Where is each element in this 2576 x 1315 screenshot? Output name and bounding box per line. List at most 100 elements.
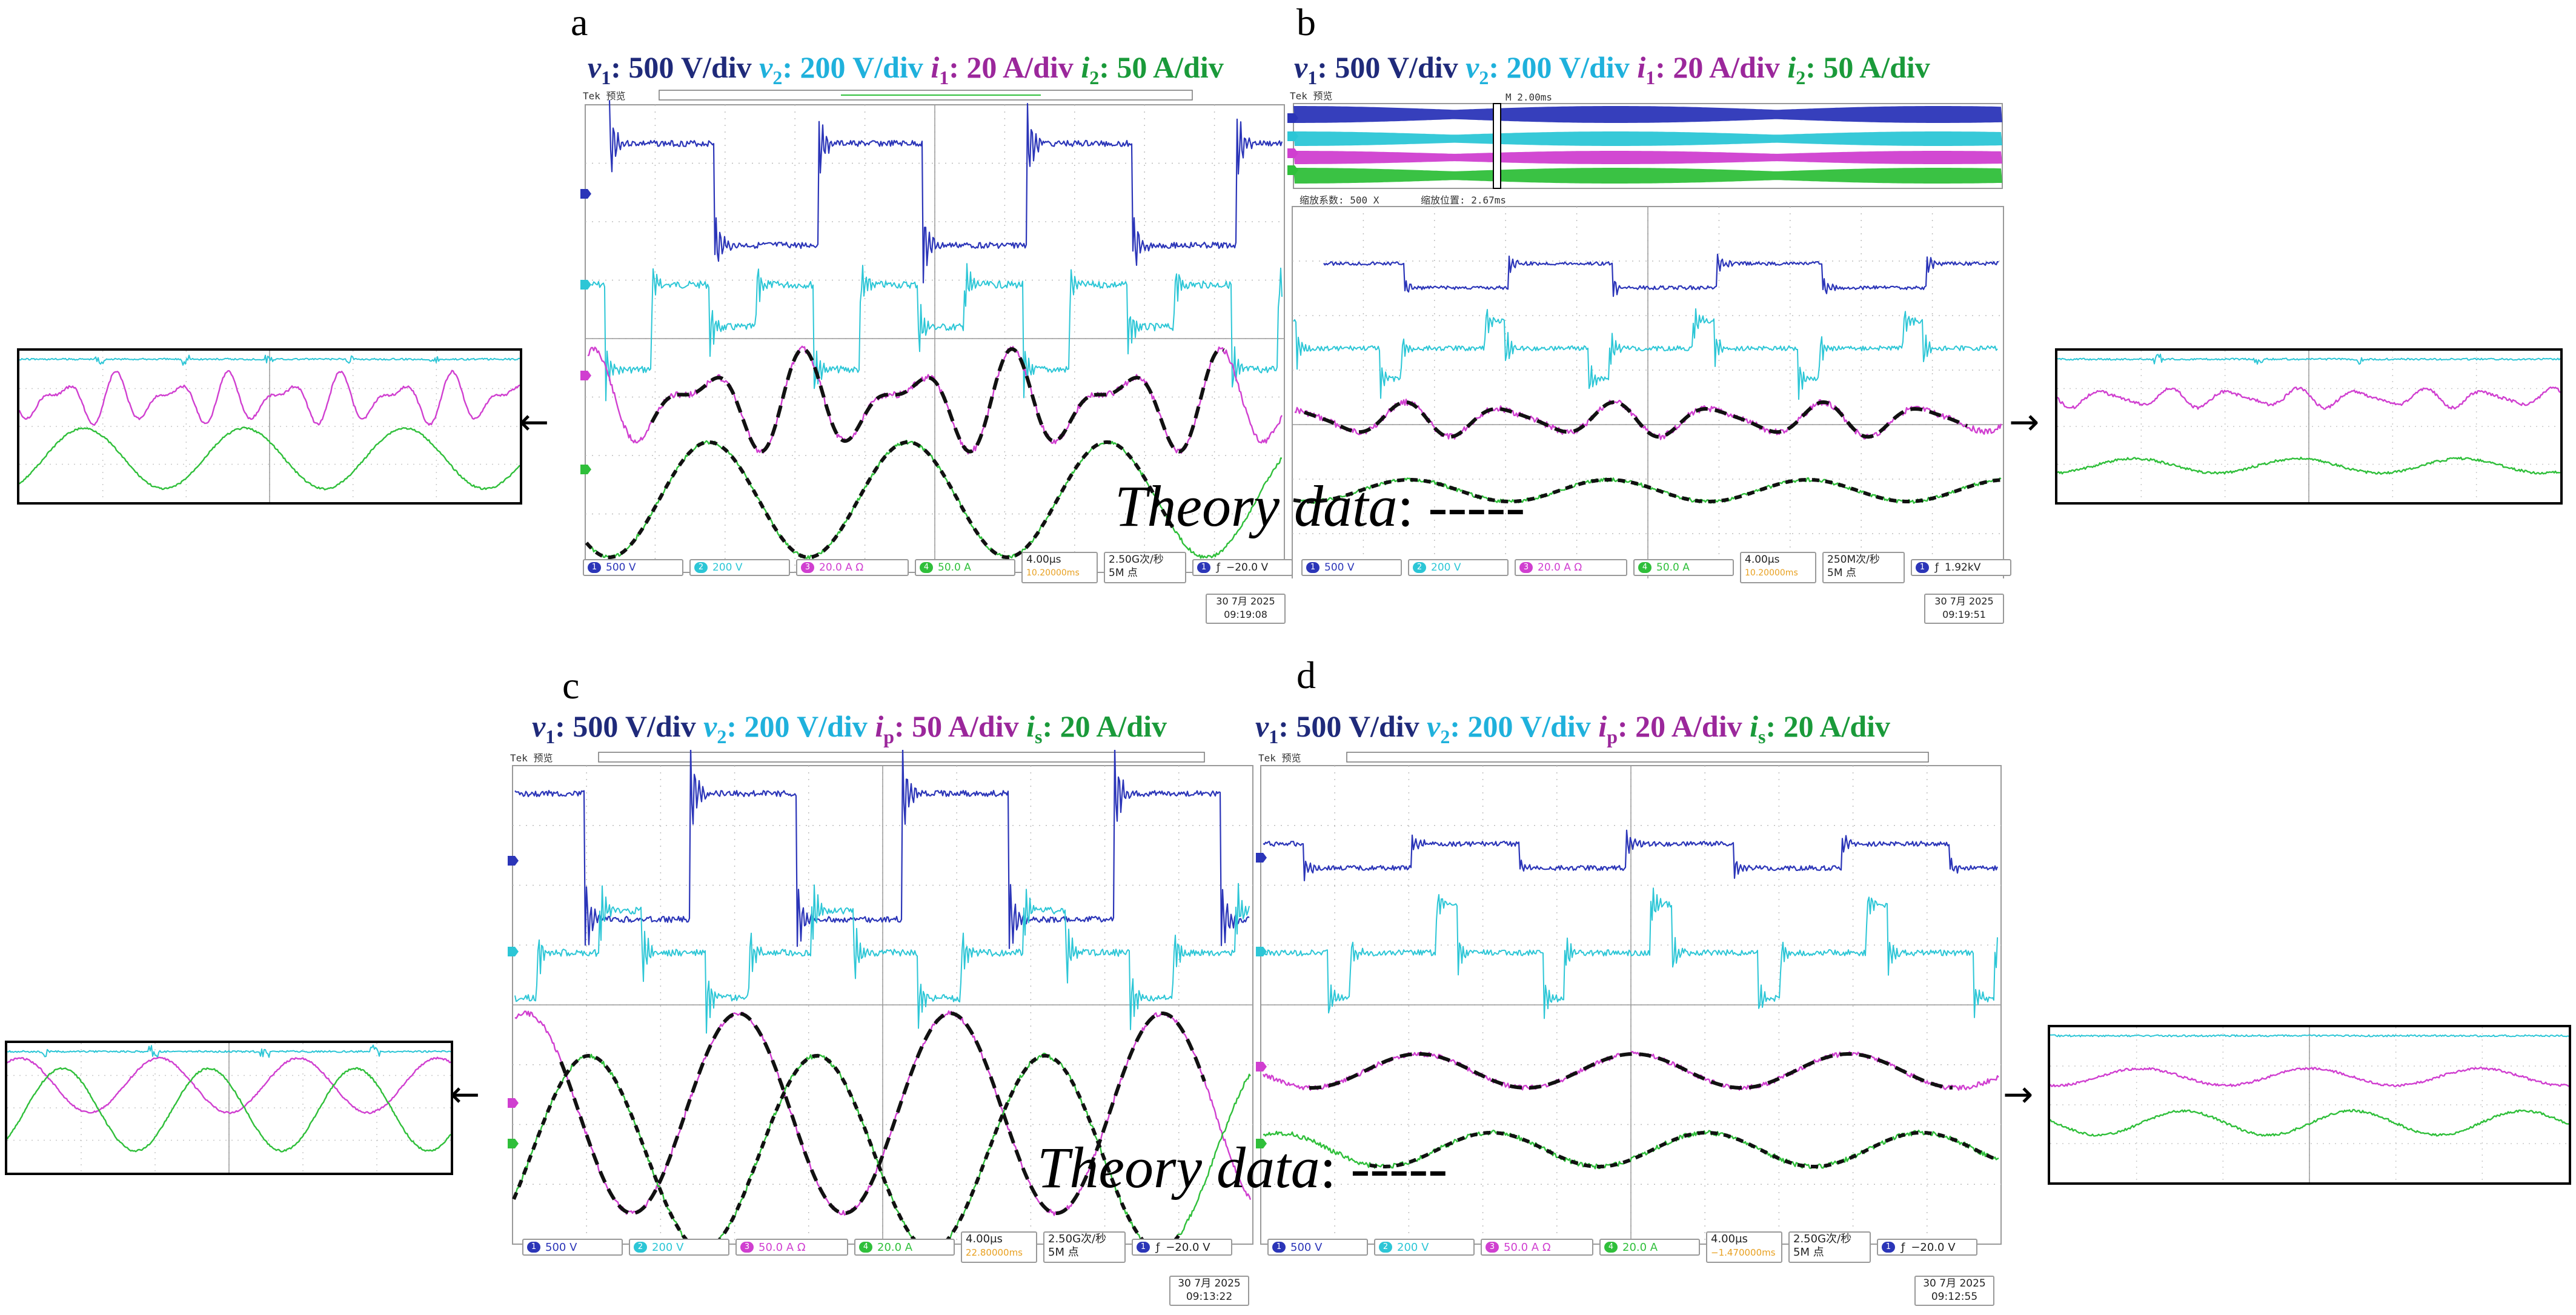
bottom-a-ch1-box[interactable]: 1 500 V bbox=[583, 559, 683, 576]
scope-c-grid bbox=[512, 765, 1253, 1245]
scope-d-svg bbox=[1256, 752, 2002, 1245]
bottom-d-ch3-badge: 3 bbox=[1486, 1242, 1499, 1253]
ch1-marker-a bbox=[580, 189, 591, 199]
header-seg-d-2: ip: 20 A/div bbox=[1598, 709, 1750, 747]
ch4-marker-c bbox=[508, 1139, 519, 1148]
overview-band-3 bbox=[1293, 168, 2002, 184]
header-d: v1: 500 V/div v2: 200 V/div ip: 20 A/div… bbox=[1255, 709, 1890, 748]
bottom-b-ch1-badge: 1 bbox=[1306, 562, 1320, 573]
bottom-d-ch4-badge: 4 bbox=[1604, 1242, 1618, 1253]
bottom-b-rate-box[interactable]: 250M次/秒 5M 点 bbox=[1822, 552, 1905, 583]
bottom-b-trigger-box[interactable]: 1 ƒ 1.92kV bbox=[1911, 559, 2011, 576]
theory-i2-a bbox=[585, 440, 1177, 559]
arrow-left-c-icon: ← bbox=[450, 1073, 480, 1116]
bottom-b-trigger-badge: 1 bbox=[1916, 562, 1929, 573]
bottom-c-ch4-badge: 4 bbox=[859, 1242, 872, 1253]
bottom-a-ch3-box[interactable]: 3 20.0 A Ω bbox=[796, 559, 909, 576]
bottom-b-ch2-box[interactable]: 2 200 V bbox=[1408, 559, 1509, 576]
scope-b-zoom-position: 缩放位置: 2.67ms bbox=[1421, 194, 1507, 206]
header-seg-b-2: i1: 20 A/div bbox=[1637, 50, 1788, 88]
bottom-c-ch4-box[interactable]: 4 20.0 A bbox=[854, 1239, 955, 1256]
bottom-c-datetime-box: 30 7月 2025 09:13:22 bbox=[1169, 1276, 1249, 1306]
bottom-b-timebase-box[interactable]: 4.00µs 10.20000ms bbox=[1740, 552, 1816, 583]
bottom-c-trigger-box[interactable]: 1 ƒ −20.0 V bbox=[1132, 1239, 1232, 1256]
bottom-a-ch4-scale: 50.0 A bbox=[938, 561, 971, 574]
bottom-c-ch4-scale: 20.0 A bbox=[877, 1240, 913, 1254]
header-seg-b-1: v2: 200 V/div bbox=[1466, 50, 1638, 88]
bottom-c-rate-box[interactable]: 2.50G次/秒 5M 点 bbox=[1043, 1231, 1126, 1263]
scope-c-svg bbox=[508, 745, 1253, 1253]
ch1-marker-b bbox=[1287, 113, 1298, 123]
bottom-d-time: 09:12:55 bbox=[1931, 1291, 1978, 1303]
bottom-a-ch4-box[interactable]: 4 50.0 A bbox=[915, 559, 1015, 576]
bottom-d-trigger-box[interactable]: 1 ƒ −20.0 V bbox=[1877, 1239, 1977, 1256]
bottom-c-timebase-box[interactable]: 4.00µs 22.80000ms bbox=[961, 1231, 1037, 1263]
ch3-marker-b bbox=[1287, 148, 1298, 158]
bottom-d-rate-box[interactable]: 2.50G次/秒 5M 点 bbox=[1788, 1231, 1871, 1263]
scope-d-tag: Tek 预览 bbox=[1258, 752, 1301, 764]
theory-is-d bbox=[1369, 1131, 1999, 1168]
trace-v1-a bbox=[608, 100, 1283, 283]
bottom-d-date: 30 7月 2025 bbox=[1923, 1277, 1986, 1290]
bottom-d-ch1-badge: 1 bbox=[1272, 1242, 1286, 1253]
bottom-a-channels: 1 500 V 2 200 V 3 20.0 A Ω 4 50.0 A 4.00µs 10.200… bbox=[583, 552, 1293, 583]
header-seg-d-1: v2: 200 V/div bbox=[1427, 709, 1599, 747]
header-seg-a-1: v2: 200 V/div bbox=[759, 50, 931, 88]
bottom-d-ch1-box[interactable]: 1 500 V bbox=[1267, 1239, 1368, 1256]
bottom-a-ch1-badge: 1 bbox=[588, 562, 601, 573]
inset-b-v2-trace bbox=[2057, 353, 2561, 365]
bottom-c-ch2-box[interactable]: 2 200 V bbox=[629, 1239, 729, 1256]
bottom-d-delay: −1.470000ms bbox=[1711, 1247, 1776, 1258]
inset-d-svg bbox=[2049, 1027, 2569, 1182]
inset-b-i2-trace bbox=[2057, 456, 2561, 475]
bottom-a-rate-box[interactable]: 2.50G次/秒 5M 点 bbox=[1104, 552, 1186, 583]
bottom-a-trigger-badge: 1 bbox=[1197, 562, 1210, 573]
bottom-b-datetime-box: 30 7月 2025 09:19:51 bbox=[1924, 594, 2004, 624]
bottom-c-ch3-box[interactable]: 3 50.0 A Ω bbox=[735, 1239, 848, 1256]
header-seg-c-1: v2: 200 V/div bbox=[703, 709, 875, 747]
arrow-left-a-icon: ← bbox=[519, 401, 549, 443]
bottom-d-ch4-box[interactable]: 4 20.0 A bbox=[1599, 1239, 1700, 1256]
overview-band-1 bbox=[1293, 131, 2002, 146]
bottom-a-delay: 10.20000ms bbox=[1026, 568, 1080, 578]
bottom-c-ch3-scale: 50.0 A Ω bbox=[759, 1240, 806, 1254]
header-seg-c-3: is: 20 A/div bbox=[1026, 709, 1167, 747]
inset-b-svg bbox=[2057, 351, 2561, 502]
inset-a-i1-trace bbox=[18, 369, 520, 426]
ch3-marker-c bbox=[508, 1098, 519, 1108]
bottom-a-trigger-edge-icon: ƒ bbox=[1217, 561, 1220, 574]
bottom-a-timebase-box[interactable]: 4.00µs 10.20000ms bbox=[1021, 552, 1098, 583]
inset-c-grid bbox=[7, 1043, 451, 1173]
bottom-a-ch3-badge: 3 bbox=[801, 562, 814, 573]
bottom-d-ch2-box[interactable]: 2 200 V bbox=[1374, 1239, 1475, 1256]
panel-label-c: c bbox=[562, 664, 580, 707]
bottom-c-delay: 22.80000ms bbox=[966, 1247, 1023, 1258]
bottom-b-ch4-box[interactable]: 4 50.0 A bbox=[1633, 559, 1734, 576]
trace-v1-d bbox=[1263, 829, 1999, 881]
theory-ip-d bbox=[1309, 1052, 1953, 1090]
scope-a-tag: Tek 预览 bbox=[583, 90, 626, 102]
bottom-b-trigger-level: 1.92kV bbox=[1945, 561, 1981, 574]
bottom-d-ch3-box[interactable]: 3 50.0 A Ω bbox=[1481, 1239, 1593, 1256]
bottom-d-trigger-edge-icon: ƒ bbox=[1901, 1240, 1905, 1254]
bottom-a-ch2-badge: 2 bbox=[694, 562, 708, 573]
bottom-d-trigger-level: −20.0 V bbox=[1911, 1240, 1956, 1254]
scope-b-zoom-window bbox=[1493, 103, 1501, 189]
header-seg-c-2: ip: 50 A/div bbox=[875, 709, 1027, 747]
bottom-a-ch3-scale: 20.0 A Ω bbox=[819, 561, 864, 574]
bottom-a-ch2-box[interactable]: 2 200 V bbox=[689, 559, 790, 576]
bottom-b-ch2-badge: 2 bbox=[1413, 562, 1426, 573]
bottom-c-ch1-box[interactable]: 1 500 V bbox=[522, 1239, 623, 1256]
scope-c-tag: Tek 预览 bbox=[510, 752, 553, 764]
bottom-b-date: 30 7月 2025 bbox=[1934, 595, 1994, 607]
bottom-a-trigger-box[interactable]: 1 ƒ −20.0 V bbox=[1192, 559, 1293, 576]
trace-v2-a bbox=[591, 263, 1283, 402]
bottom-b-ch1-box[interactable]: 1 500 V bbox=[1301, 559, 1402, 576]
bottom-d-timebase-box[interactable]: 4.00µs −1.470000ms bbox=[1706, 1231, 1782, 1263]
ch1-marker-d bbox=[1256, 853, 1267, 863]
bottom-b-ch3-box[interactable]: 3 20.0 A Ω bbox=[1515, 559, 1627, 576]
inset-c-i2-trace bbox=[6, 1067, 451, 1153]
scope-b-overview bbox=[1293, 103, 2003, 189]
ch4-marker-a bbox=[580, 465, 591, 474]
panel-label-b: b bbox=[1296, 1, 1316, 44]
